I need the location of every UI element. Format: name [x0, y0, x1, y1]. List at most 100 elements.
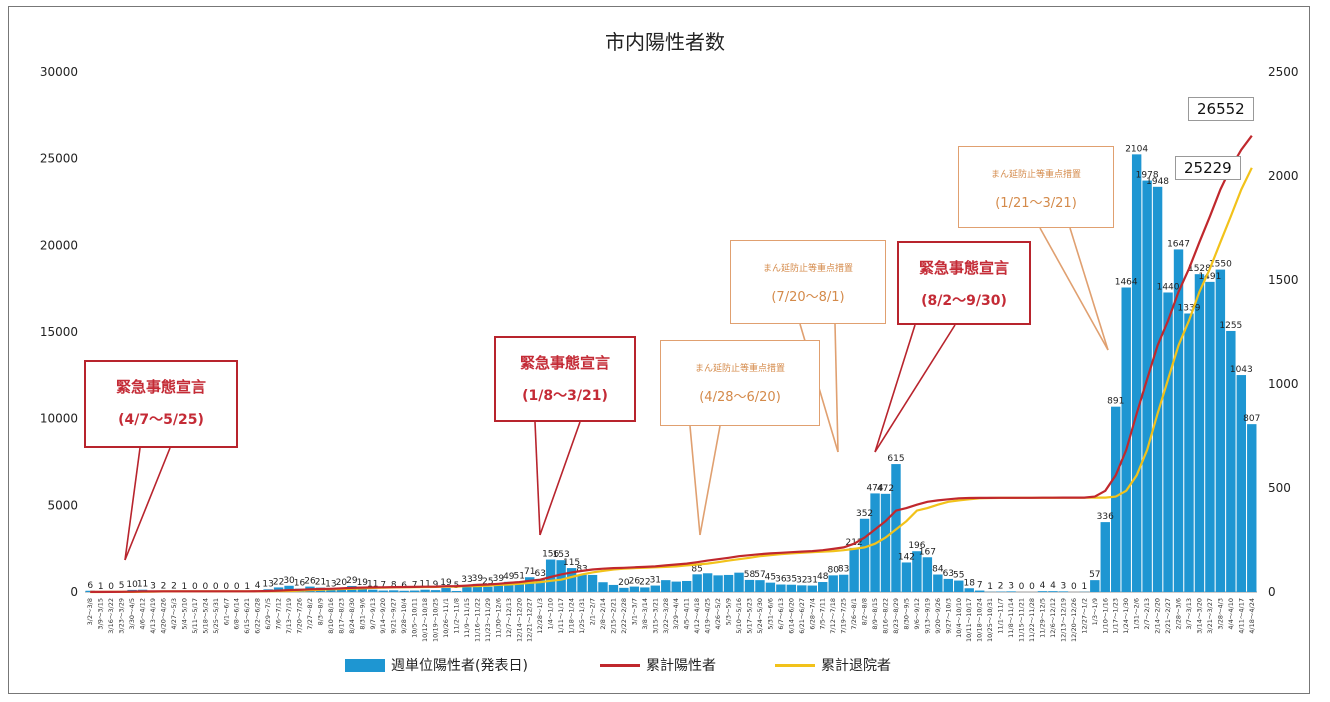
annotation-dates: (1/8～3/21) [522, 388, 608, 404]
x-tick-label: 12/6～12/12 [1049, 598, 1057, 638]
legend-swatch-positive [600, 663, 640, 667]
data-label: 35 [786, 575, 797, 585]
data-label: 83 [576, 565, 587, 575]
x-tick-label: 4/18～4/24 [1248, 598, 1256, 634]
annotation-box: 緊急事態宣言 (8/2～9/30) [897, 241, 1031, 325]
bar [483, 586, 493, 592]
x-tick-label: 9/28～10/4 [400, 598, 408, 634]
data-label: 55 [953, 571, 964, 581]
x-tick-label: 3/28～4/3 [1216, 598, 1224, 630]
data-label: 1464 [1115, 277, 1138, 287]
bar [1121, 287, 1131, 592]
x-tick-label: 8/24～8/30 [348, 598, 356, 634]
x-tick-label: 1/18～1/24 [568, 598, 576, 634]
y-right-tick-label: 2000 [1268, 169, 1299, 183]
chart-title: 市内陽性者数 [605, 30, 725, 54]
data-label: 6 [401, 581, 407, 591]
bar [462, 585, 472, 592]
x-tick-label: 3/16～3/22 [107, 598, 115, 634]
x-tick-label: 11/1～11/7 [997, 598, 1005, 634]
x-tick-label: 11/23～11/29 [484, 598, 492, 642]
bar [388, 590, 399, 592]
data-label: 1 [244, 582, 250, 592]
x-tick-label: 6/28～7/4 [808, 598, 816, 630]
x-tick-label: 3/1～3/7 [630, 598, 638, 625]
bar [451, 590, 462, 592]
bar [755, 580, 765, 592]
x-tick-label: 7/20～7/26 [296, 598, 304, 634]
data-label: 57 [754, 570, 765, 580]
data-label: 153 [553, 550, 570, 560]
bar [734, 572, 744, 592]
x-tick-label: 3/9～3/15 [97, 598, 105, 630]
y-left-tick-label: 5000 [47, 498, 78, 512]
data-label: 20 [618, 578, 630, 588]
bar [1058, 591, 1069, 592]
legend: 週単位陽性者(発表日) 累計陽性者 累計退院者 [0, 655, 1330, 679]
data-label: 31 [650, 576, 661, 586]
x-tick-label: 8/30～9/5 [902, 598, 910, 630]
x-tick-label: 11/15～11/21 [1018, 598, 1026, 642]
data-label: 29 [346, 576, 358, 586]
data-label: 0 [1071, 582, 1077, 592]
y-left-tick-label: 15000 [40, 325, 78, 339]
data-label: 4 [1050, 581, 1056, 591]
data-label: 352 [856, 509, 873, 519]
x-tick-label: 1/17～1/23 [1112, 598, 1120, 634]
data-label: 1255 [1219, 321, 1242, 331]
bar [357, 588, 368, 592]
x-tick-label: 11/2～11/8 [452, 598, 460, 634]
data-label: 1647 [1167, 239, 1190, 249]
x-tick-label: 9/20～9/26 [934, 598, 942, 634]
data-label: 7 [412, 581, 418, 591]
bar [661, 580, 671, 592]
x-tick-label: 6/7～6/13 [777, 598, 785, 630]
data-label: 3 [1008, 581, 1014, 591]
data-label: 156 [542, 550, 559, 560]
bar [430, 590, 441, 592]
bar [818, 582, 828, 592]
x-tick-label: 3/30～4/5 [128, 598, 136, 630]
bar [849, 547, 859, 592]
x-tick-label: 1/24～1/30 [1122, 598, 1130, 634]
x-tick-label: 12/28～1/3 [536, 598, 544, 634]
data-label: 80 [827, 565, 839, 575]
data-label: 18 [964, 578, 976, 588]
bar [765, 582, 776, 592]
bar [1226, 330, 1236, 592]
data-label: 48 [817, 572, 829, 582]
x-tick-label: 4/13～4/19 [149, 598, 157, 634]
legend-label-positive: 累計陽性者 [646, 658, 716, 674]
bar [399, 590, 409, 592]
x-tick-label: 3/14～3/20 [1195, 598, 1203, 634]
data-label: 1043 [1230, 365, 1253, 375]
x-tick-label: 9/14～9/20 [379, 598, 387, 634]
x-tick-label: 10/25～10/31 [986, 598, 994, 642]
data-label: 7 [977, 581, 983, 591]
x-tick-label: 10/18～10/24 [976, 598, 984, 642]
x-tick-label: 11/16～11/22 [473, 598, 481, 642]
bar [441, 588, 451, 592]
data-label: 10 [126, 580, 138, 590]
x-tick-label: 5/24～5/30 [756, 598, 764, 634]
annotation-box: まん延防止等重点措置 (4/28～6/20) [660, 340, 820, 426]
y-right-tick-label: 2500 [1268, 65, 1299, 79]
bar [284, 585, 294, 592]
bar [964, 588, 974, 592]
x-tick-label: 10/26～11/1 [442, 598, 450, 638]
callout-pointer [834, 323, 839, 453]
bar [640, 587, 650, 592]
annotation-box: まん延防止等重点措置 (1/21～3/21) [958, 146, 1114, 228]
x-tick-label: 7/13～7/19 [285, 598, 293, 634]
x-tick-label: 10/5～10/11 [411, 598, 419, 638]
bar [1236, 375, 1247, 592]
data-label: 20 [336, 578, 348, 588]
bar [912, 551, 922, 592]
y-right-tick-label: 0 [1268, 585, 1276, 599]
data-label: 891 [1107, 397, 1124, 407]
y-right-tick-label: 1500 [1268, 273, 1299, 287]
x-tick-label: 4/27～5/3 [170, 598, 178, 630]
bar [378, 590, 388, 592]
bar [650, 585, 661, 592]
